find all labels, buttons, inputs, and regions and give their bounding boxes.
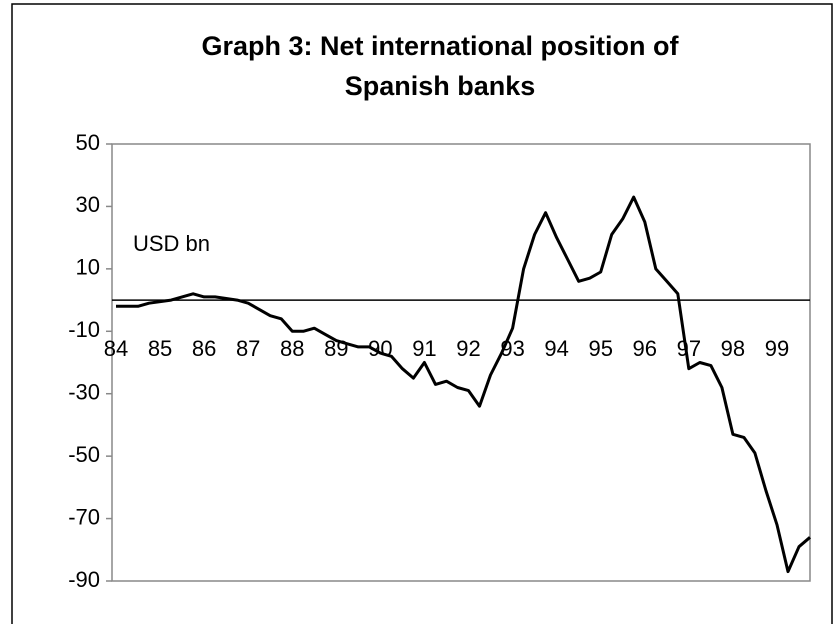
y-tick-label: 50 [76, 130, 100, 155]
y-tick-label: 10 [76, 255, 100, 280]
x-tick-label: 92 [456, 336, 480, 361]
x-tick-label: 87 [236, 336, 260, 361]
annotation: USD bn [133, 231, 210, 256]
y-tick-label: -10 [68, 317, 100, 342]
x-tick-label: 97 [677, 336, 701, 361]
x-tick-label: 91 [412, 336, 436, 361]
x-tick-label: 88 [280, 336, 304, 361]
chart-title: Graph 3: Net international position of S… [201, 31, 679, 101]
y-tick-label: -30 [68, 380, 100, 405]
y-tick-label: -50 [68, 442, 100, 467]
x-tick-label: 95 [588, 336, 612, 361]
chart-border [11, 3, 833, 624]
x-tick-label: 84 [104, 336, 128, 361]
x-tick-label: 94 [544, 336, 568, 361]
y-tick-label: -90 [68, 567, 100, 592]
data-line [116, 195, 811, 574]
x-tick-label: 99 [765, 336, 789, 361]
x-tick-label: 86 [192, 336, 216, 361]
y-tick-label: 30 [76, 192, 100, 217]
y-tick-label: -70 [68, 504, 100, 529]
x-tick-label: 85 [148, 336, 172, 361]
x-tick-label: 98 [721, 336, 745, 361]
plot-area [111, 143, 811, 582]
x-tick-label: 96 [633, 336, 657, 361]
